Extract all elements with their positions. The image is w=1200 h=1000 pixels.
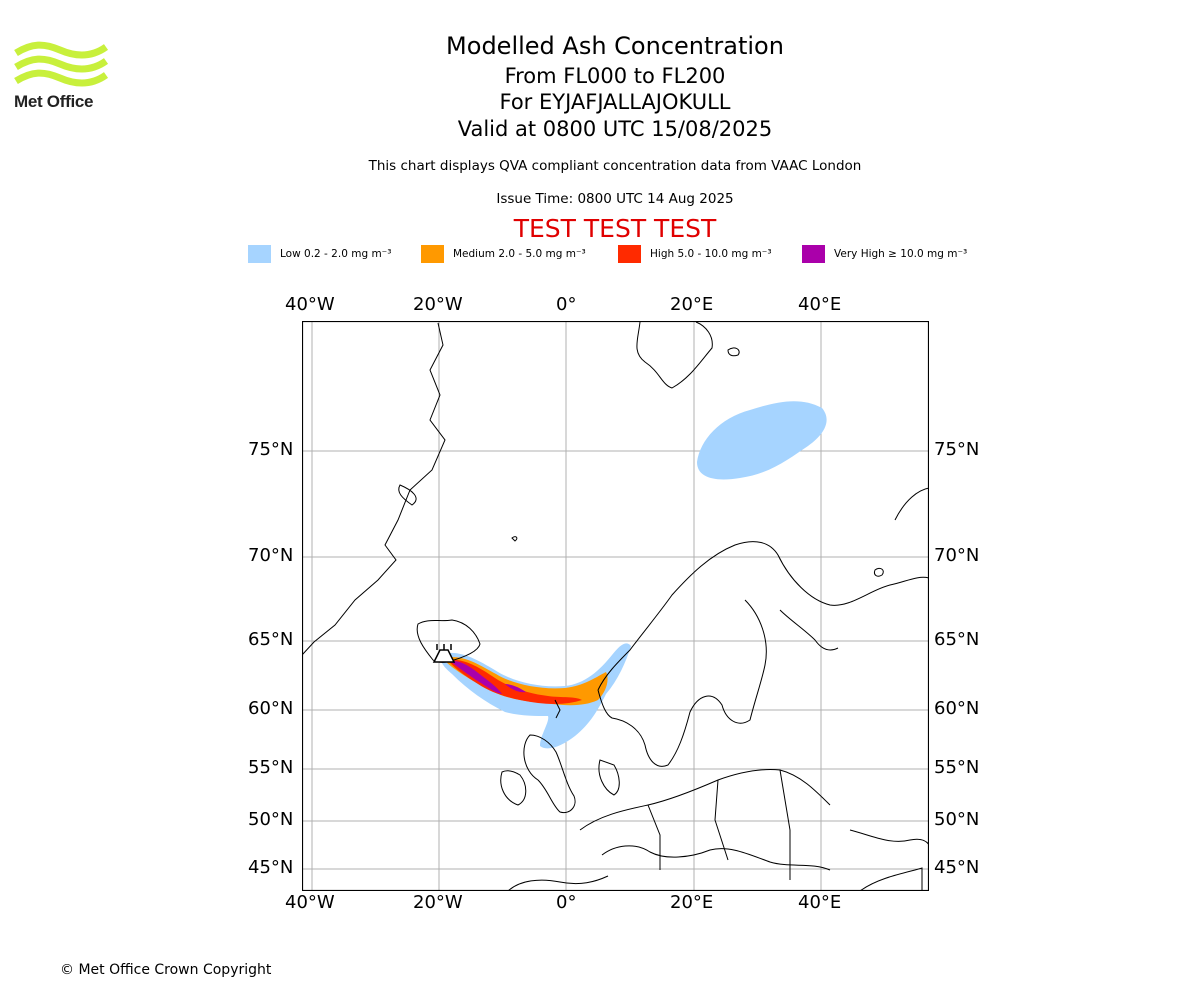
lat-tick-right-50n: 50°N bbox=[934, 809, 980, 830]
valid-time: Valid at 0800 UTC 15/08/2025 bbox=[457, 117, 773, 141]
issue-time: Issue Time: 0800 UTC 14 Aug 2025 bbox=[496, 191, 734, 207]
chart-description: This chart displays QVA compliant concen… bbox=[368, 158, 862, 174]
legend-swatch-low bbox=[248, 244, 271, 263]
lon-tick-bottom-40w: 40°W bbox=[285, 892, 335, 913]
legend-swatch-very-high bbox=[802, 244, 825, 263]
lon-tick-top-40w: 40°W bbox=[285, 294, 335, 315]
lon-tick-top-20e: 20°E bbox=[670, 294, 714, 315]
lat-tick-right-45n: 45°N bbox=[934, 857, 980, 878]
lat-tick-left-60n: 60°N bbox=[248, 698, 294, 719]
lon-tick-bottom-20w: 20°W bbox=[413, 892, 463, 913]
ash-map bbox=[302, 321, 929, 891]
ash-plume-svalbard-low bbox=[697, 401, 827, 480]
lat-tick-left-65n: 65°N bbox=[248, 629, 294, 650]
lon-tick-top-0: 0° bbox=[556, 294, 577, 315]
lon-tick-top-40e: 40°E bbox=[798, 294, 842, 315]
volcano-marker-icon bbox=[432, 644, 456, 663]
lat-tick-right-65n: 65°N bbox=[934, 629, 980, 650]
legend-label-very-high: Very High ≥ 10.0 mg m⁻³ bbox=[834, 247, 968, 260]
met-office-logo-icon bbox=[14, 41, 109, 87]
test-banner: TEST TEST TEST bbox=[513, 214, 717, 243]
ash-plume-main bbox=[440, 643, 631, 749]
legend-label-high: High 5.0 - 10.0 mg m⁻³ bbox=[650, 247, 772, 260]
legend-label-low: Low 0.2 - 2.0 mg m⁻³ bbox=[280, 247, 392, 260]
lat-tick-right-75n: 75°N bbox=[934, 439, 980, 460]
lon-tick-bottom-20e: 20°E bbox=[670, 892, 714, 913]
legend-swatch-medium bbox=[421, 244, 444, 263]
flight-level-range: From FL000 to FL200 bbox=[504, 64, 726, 88]
lat-tick-right-55n: 55°N bbox=[934, 757, 980, 778]
chart-title: Modelled Ash Concentration bbox=[446, 32, 784, 60]
lon-tick-bottom-40e: 40°E bbox=[798, 892, 842, 913]
lon-tick-top-20w: 20°W bbox=[413, 294, 463, 315]
lat-tick-left-55n: 55°N bbox=[248, 757, 294, 778]
map-frame bbox=[302, 321, 929, 891]
legend-item-very-high: Very High ≥ 10.0 mg m⁻³ bbox=[802, 244, 967, 263]
lat-tick-left-75n: 75°N bbox=[248, 439, 294, 460]
lon-tick-bottom-0: 0° bbox=[556, 892, 577, 913]
lat-tick-left-50n: 50°N bbox=[248, 809, 294, 830]
legend-item-high: High 5.0 - 10.0 mg m⁻³ bbox=[618, 244, 772, 263]
legend-item-low: Low 0.2 - 2.0 mg m⁻³ bbox=[248, 244, 391, 263]
map-graticule bbox=[302, 321, 929, 891]
lat-tick-left-70n: 70°N bbox=[248, 545, 294, 566]
lat-tick-right-70n: 70°N bbox=[934, 545, 980, 566]
lat-tick-left-45n: 45°N bbox=[248, 857, 294, 878]
legend-item-medium: Medium 2.0 - 5.0 mg m⁻³ bbox=[421, 244, 586, 263]
copyright: © Met Office Crown Copyright bbox=[60, 962, 272, 978]
coastlines bbox=[302, 321, 929, 891]
legend-label-medium: Medium 2.0 - 5.0 mg m⁻³ bbox=[453, 247, 586, 260]
legend-swatch-high bbox=[618, 244, 641, 263]
logo-text: Met Office bbox=[14, 92, 94, 111]
lat-tick-right-60n: 60°N bbox=[934, 698, 980, 719]
volcano-name: For EYJAFJALLAJOKULL bbox=[499, 90, 731, 114]
